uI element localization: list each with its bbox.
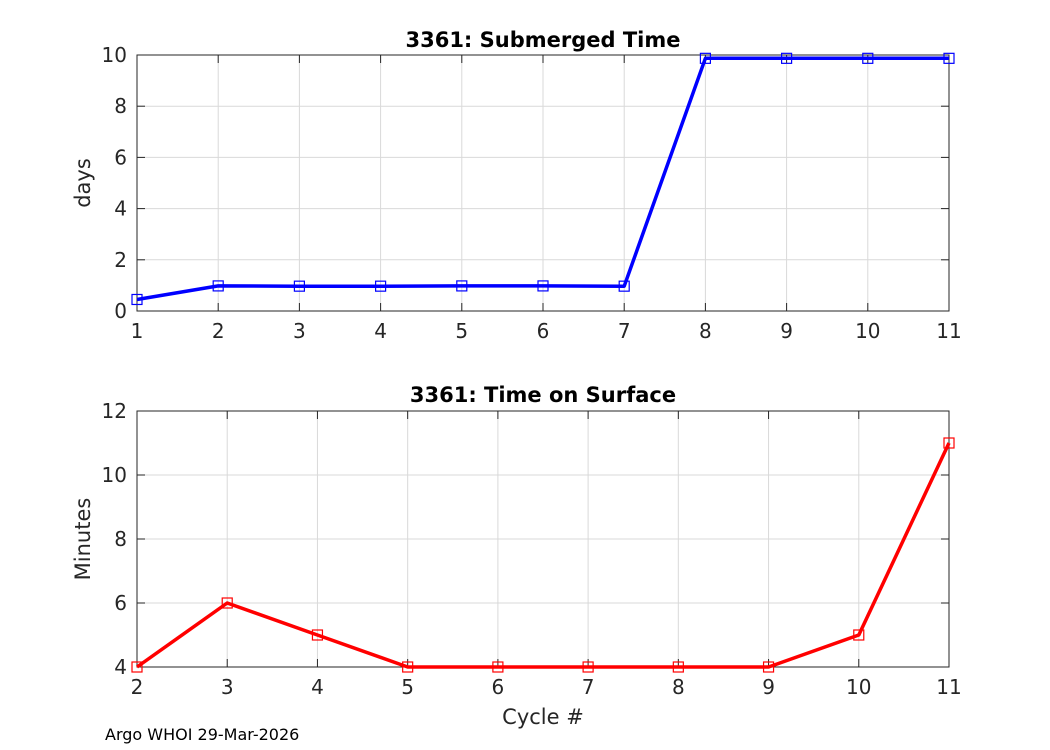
surface-time-ytick-label: 6	[114, 591, 127, 615]
submerged-time-data-point	[375, 280, 387, 292]
surface-time-series-line	[135, 442, 951, 669]
submerged-time-ytick-label: 6	[114, 145, 127, 169]
surface-time-plot: 2 3 4 5 6 7 8 9 10 11 4 6 8 10 12 3361: Time on Surfac…	[71, 383, 962, 729]
surface-time-xtick-label: 2	[131, 675, 144, 699]
submerged-time-ytick-label: 2	[114, 248, 127, 272]
submerged-time-title: 3361: Submerged Time	[405, 28, 680, 52]
surface-time-data-point	[492, 661, 504, 673]
surface-time-xtick-label: 7	[582, 675, 595, 699]
surface-time-ticks: 2 3 4 5 6 7 8 9 10 11 4 6 8 10 12	[102, 399, 962, 699]
surface-time-data-point	[853, 629, 865, 641]
submerged-time-data-point	[943, 52, 955, 64]
submerged-time-xtick-label: 10	[855, 319, 880, 343]
submerged-time-ylabel: days	[71, 158, 95, 208]
submerged-time-data-point	[618, 280, 630, 292]
submerged-time-data-point	[456, 280, 468, 292]
submerged-time-xtick-label: 6	[537, 319, 550, 343]
surface-time-data-point	[582, 661, 594, 673]
surface-time-data-point	[762, 661, 775, 673]
submerged-time-data-point	[212, 280, 224, 292]
submerged-time-xtick-label: 7	[618, 319, 631, 343]
submerged-time-data-point	[862, 52, 874, 64]
submerged-time-xtick-label: 2	[212, 319, 225, 343]
surface-time-xtick-label: 4	[311, 675, 324, 699]
surface-time-xtick-label: 5	[401, 675, 414, 699]
surface-time-ytick-label: 10	[102, 463, 127, 487]
submerged-time-series-line	[136, 56, 949, 302]
surface-time-xtick-label: 10	[846, 675, 871, 699]
submerged-time-xtick-label: 3	[293, 319, 306, 343]
submerged-time-data-point	[131, 293, 143, 306]
submerged-time-data-point	[780, 52, 793, 64]
submerged-time-ticks: 1 2 3 4 5 6 7 8 9 10 11 0 2 4 6 8 10	[102, 43, 962, 343]
surface-time-xtick-label: 9	[762, 675, 775, 699]
surface-time-data-point	[131, 661, 143, 673]
surface-time-xtick-label: 11	[936, 675, 961, 699]
submerged-time-series	[131, 52, 955, 306]
submerged-time-ytick-label: 8	[114, 94, 127, 118]
surface-time-data-point	[943, 437, 955, 449]
surface-time-ylabel: Minutes	[71, 498, 95, 581]
surface-time-ytick-label: 8	[114, 527, 127, 551]
submerged-time-ytick-label: 10	[102, 43, 127, 67]
submerged-time-grid	[137, 55, 949, 311]
surface-time-data-point	[672, 661, 684, 673]
surface-time-ytick-label: 12	[102, 399, 127, 423]
submerged-time-plot: 1 2 3 4 5 6 7 8 9 10 11 0 2 4 6 8 10 3361: Submerged Tim…	[71, 28, 962, 343]
submerged-time-ytick-label: 4	[114, 197, 127, 221]
submerged-time-xtick-label: 4	[374, 319, 387, 343]
surface-time-xtick-label: 6	[492, 675, 505, 699]
submerged-time-ytick-label: 0	[114, 299, 127, 323]
submerged-time-data-point	[699, 52, 712, 64]
surface-time-data-point	[402, 661, 414, 673]
surface-time-xtick-label: 3	[221, 675, 234, 699]
submerged-time-xtick-label: 8	[699, 319, 712, 343]
submerged-time-data-point	[537, 280, 549, 292]
submerged-time-data-point	[293, 280, 305, 292]
surface-time-data-point	[221, 597, 233, 609]
surface-time-xtick-label: 8	[672, 675, 685, 699]
submerged-time-xtick-label: 5	[455, 319, 468, 343]
surface-time-xlabel: Cycle #	[502, 705, 584, 729]
submerged-time-xtick-label: 9	[780, 319, 793, 343]
surface-time-series	[131, 437, 955, 673]
surface-time-data-point	[311, 629, 324, 641]
surface-time-title: 3361: Time on Surface	[410, 383, 676, 407]
submerged-time-xtick-label: 1	[131, 319, 144, 343]
surface-time-ytick-label: 4	[114, 655, 127, 679]
submerged-time-xtick-label: 11	[936, 319, 961, 343]
footer-credit: Argo WHOI 29-Mar-2026	[105, 725, 300, 744]
surface-time-grid	[137, 411, 949, 667]
